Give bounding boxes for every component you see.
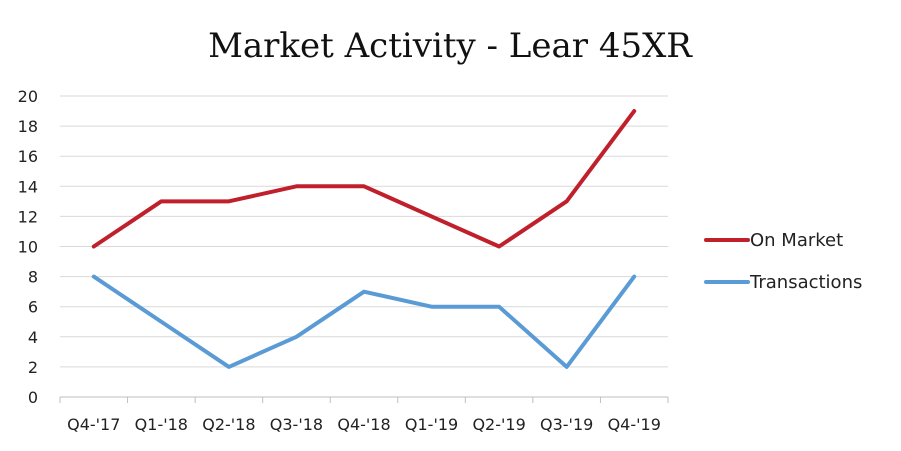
x-tick-label: Q4-'19 (608, 415, 661, 434)
y-tick-label: 20 (18, 87, 38, 106)
y-tick-label: 8 (28, 268, 38, 287)
series-line-transactions (91, 274, 637, 369)
x-tick-label: Q3-'18 (270, 415, 323, 434)
x-tick-label: Q4-'17 (67, 415, 120, 434)
chart-title: Market Activity - Lear 45XR (208, 26, 693, 66)
y-tick-label: 4 (28, 328, 38, 347)
y-tick-label: 0 (28, 388, 38, 407)
legend-label-transactions: Transactions (749, 272, 862, 293)
axes: 0 2 4 6 8 10 12 14 16 18 20 Q4-'17 Q1-'18 Q2-'18 Q3-'1… (18, 87, 669, 434)
x-tick-label: Q1-'19 (405, 415, 458, 434)
series-line-on-market (91, 109, 637, 249)
gridlines (60, 95, 668, 368)
x-tick-label: Q2-'18 (202, 415, 255, 434)
x-tick-label: Q4-'18 (337, 415, 390, 434)
y-tick-label: 2 (28, 358, 38, 377)
y-tick-label: 14 (18, 177, 38, 196)
legend-label-on-market: On Market (750, 230, 843, 251)
y-tick-label: 10 (18, 238, 38, 257)
legend: On Market Transactions (704, 230, 862, 293)
series-lines (91, 109, 637, 369)
y-tick-label: 12 (18, 207, 38, 226)
y-tick-label: 18 (18, 117, 38, 136)
y-tick-label: 6 (28, 298, 38, 317)
y-tick-label: 16 (18, 147, 38, 166)
x-tick-label: Q2-'19 (472, 415, 525, 434)
x-tick-label: Q1-'18 (135, 415, 188, 434)
x-tick-label: Q3-'19 (540, 415, 593, 434)
